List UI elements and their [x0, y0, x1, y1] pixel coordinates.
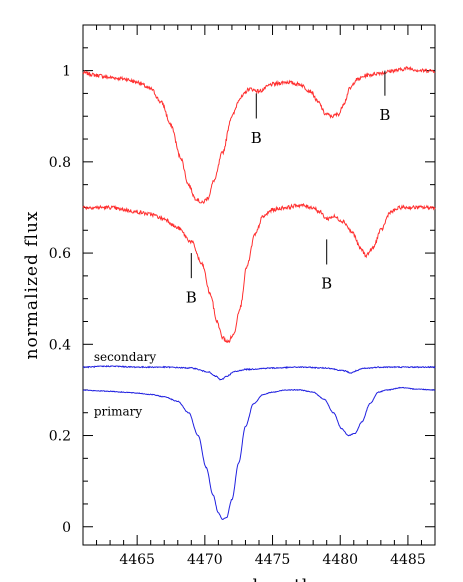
y-tick-label: 0.6	[49, 246, 71, 262]
marker-label: B	[186, 288, 197, 306]
x-tick-label: 4465	[119, 552, 155, 568]
spectrum-line-2	[82, 202, 436, 344]
x-tick-label: 4470	[187, 552, 223, 568]
y-tick-label: 0.8	[49, 155, 71, 171]
annotation-primary: primary	[94, 404, 143, 418]
spectrum-line-1	[82, 65, 436, 205]
spectrum-line-3	[82, 364, 436, 381]
x-tick-label: 4480	[322, 552, 358, 568]
y-tick-label: 1	[62, 64, 71, 80]
annotations: secondary primary	[94, 350, 157, 418]
spectrum-line-4	[82, 386, 436, 520]
plot-frame	[82, 24, 436, 546]
component-markers: B B B B	[186, 70, 390, 306]
annotation-secondary: secondary	[94, 350, 157, 364]
axis-tick-labels: 4465 4470 4475 4480 4485 0 0.2 0.4 0.6 0.8 1	[49, 64, 426, 568]
marker-label: B	[251, 129, 262, 147]
marker-label: B	[321, 275, 332, 293]
x-axis-title: wavelength	[204, 576, 313, 582]
marker-label: B	[379, 106, 390, 124]
y-tick-label: 0.4	[49, 337, 71, 353]
axis-ticks	[82, 24, 436, 545]
spectrum-lines	[82, 65, 436, 520]
x-tick-label: 4475	[255, 552, 291, 568]
x-tick-label: 4485	[390, 552, 426, 568]
y-axis-title: normalized flux	[22, 210, 42, 359]
y-tick-label: 0	[62, 520, 71, 536]
y-tick-label: 0.2	[49, 429, 71, 445]
